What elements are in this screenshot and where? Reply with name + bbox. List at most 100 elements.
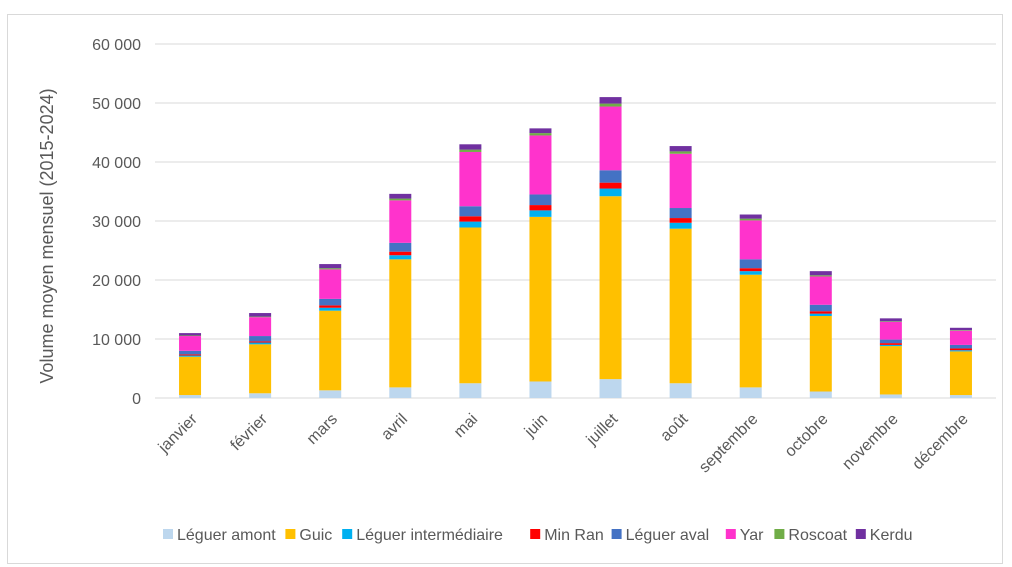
bar-kerdu-septembre <box>739 214 762 219</box>
y-tick-label: 0 <box>132 391 141 408</box>
legend-item-roscoat: Roscoat <box>774 527 848 544</box>
bar-roscoat-fevrier <box>249 316 272 318</box>
legend-item-min-ran: Min Ran <box>530 527 604 544</box>
y-tick-label: 20 000 <box>92 273 141 290</box>
legend-label: Roscoat <box>788 527 847 544</box>
bar-yar-septembre <box>739 220 762 260</box>
bar-leguer-intermediaire-janvier <box>179 355 202 357</box>
bar-min-ran-septembre <box>739 268 762 272</box>
bar-guic-aout <box>669 228 692 384</box>
bar-leguer-aval-juillet <box>599 170 622 183</box>
bar-yar-decembre <box>949 330 972 345</box>
bar-roscoat-novembre <box>879 321 902 322</box>
bar-leguer-intermediaire-decembre <box>949 350 972 352</box>
bar-leguer-intermediaire-fevrier <box>249 342 272 345</box>
bar-yar-juillet <box>599 106 622 171</box>
bar-kerdu-decembre <box>949 327 972 331</box>
x-tick-label: juin <box>521 411 551 441</box>
bar-leguer-aval-juin <box>529 194 552 206</box>
bar-kerdu-juin <box>529 128 552 134</box>
bar-guic-decembre <box>949 351 972 396</box>
bar-roscoat-decembre <box>949 330 972 331</box>
bar-leguer-amont-aout <box>669 383 692 398</box>
legend-label: Kerdu <box>870 527 913 544</box>
bar-guic-juillet <box>599 196 622 380</box>
bar-kerdu-avril <box>389 193 412 199</box>
chart-svg: 0 10 000 20 000 30 000 40 000 50 000 60 000 ja… <box>37 37 996 544</box>
y-tick-label: 30 000 <box>92 214 141 231</box>
x-tick-label: avril <box>378 411 411 444</box>
legend-swatch <box>855 529 866 539</box>
bar-roscoat-juin <box>529 133 552 136</box>
bar-leguer-amont-fevrier <box>249 393 272 398</box>
chart-frame: 0 10 000 20 000 30 000 40 000 50 000 60 000 ja… <box>7 14 1003 564</box>
legend-swatch <box>725 529 736 539</box>
x-tick-label: mai <box>451 411 481 441</box>
legend-item-guic: Guic <box>285 527 332 544</box>
bar-leguer-intermediaire-juillet <box>599 188 622 197</box>
bar-min-ran-aout <box>669 218 692 223</box>
legend-label: Guic <box>299 527 332 544</box>
bar-leguer-intermediaire-mai <box>459 221 482 228</box>
bar-min-ran-mai <box>459 216 482 222</box>
bar-min-ran-octobre <box>809 311 832 314</box>
bar-leguer-amont-septembre <box>739 387 762 398</box>
bar-leguer-intermediaire-septembre <box>739 271 762 275</box>
bar-leguer-amont-juillet <box>599 379 622 398</box>
legend-item-kerdu: Kerdu <box>855 527 913 544</box>
bar-min-ran-mars <box>319 305 342 308</box>
bar-guic-septembre <box>739 274 762 388</box>
bar-min-ran-janvier <box>179 354 202 356</box>
bar-leguer-intermediaire-aout <box>669 222 692 229</box>
bar-roscoat-mai <box>459 149 482 152</box>
bar-kerdu-octobre <box>809 271 832 276</box>
gridlines <box>155 43 996 399</box>
legend-swatch <box>774 529 785 539</box>
legend-swatch <box>163 529 173 539</box>
x-tick-label: août <box>657 410 691 444</box>
bar-guic-avril <box>389 259 412 388</box>
bar-leguer-aval-aout <box>669 208 692 219</box>
bars <box>179 97 972 398</box>
bar-min-ran-fevrier <box>249 341 272 343</box>
bar-leguer-intermediaire-octobre <box>809 313 832 316</box>
y-tick-labels: 0 10 000 20 000 30 000 40 000 50 000 60 000 <box>92 37 141 408</box>
legend: Léguer amont Guic Léguer intermédiaire Min … <box>163 527 913 544</box>
bar-kerdu-mai <box>459 144 482 150</box>
y-axis-title: Volume moyen mensuel (2015-2024) <box>37 88 57 383</box>
bar-leguer-aval-avril <box>389 242 412 252</box>
legend-label: Léguer intermédiaire <box>356 527 503 544</box>
bar-leguer-aval-septembre <box>739 259 762 269</box>
bar-guic-janvier <box>179 356 202 396</box>
legend-label: Min Ran <box>544 527 604 544</box>
bar-leguer-aval-janvier <box>179 350 202 355</box>
bar-leguer-intermediaire-juin <box>529 210 552 217</box>
bar-min-ran-decembre <box>949 348 972 351</box>
bar-leguer-aval-decembre <box>949 344 972 349</box>
bar-kerdu-aout <box>669 146 692 152</box>
x-tick-label: juillet <box>583 410 622 449</box>
bar-leguer-aval-mai <box>459 206 482 217</box>
bar-yar-fevrier <box>249 317 272 337</box>
bar-leguer-intermediaire-mars <box>319 307 342 311</box>
x-tick-label: septembre <box>696 411 762 477</box>
bar-yar-octobre <box>809 276 832 305</box>
bar-yar-novembre <box>879 321 902 340</box>
bar-guic-fevrier <box>249 344 272 394</box>
y-tick-label: 40 000 <box>92 155 141 172</box>
bar-guic-novembre <box>879 346 902 395</box>
bar-guic-octobre <box>809 315 832 392</box>
bar-kerdu-juillet <box>599 97 622 104</box>
bar-guic-mars <box>319 310 342 391</box>
bar-kerdu-fevrier <box>249 313 272 317</box>
legend-swatch <box>285 529 296 539</box>
bar-leguer-intermediaire-avril <box>389 255 412 260</box>
bar-roscoat-avril <box>389 198 412 201</box>
bar-guic-juin <box>529 216 552 382</box>
bar-leguer-aval-fevrier <box>249 336 272 342</box>
y-tick-label: 50 000 <box>92 96 141 113</box>
bar-guic-mai <box>459 227 482 384</box>
bar-kerdu-janvier <box>179 333 202 336</box>
bar-min-ran-avril <box>389 251 412 256</box>
bar-min-ran-juillet <box>599 182 622 189</box>
